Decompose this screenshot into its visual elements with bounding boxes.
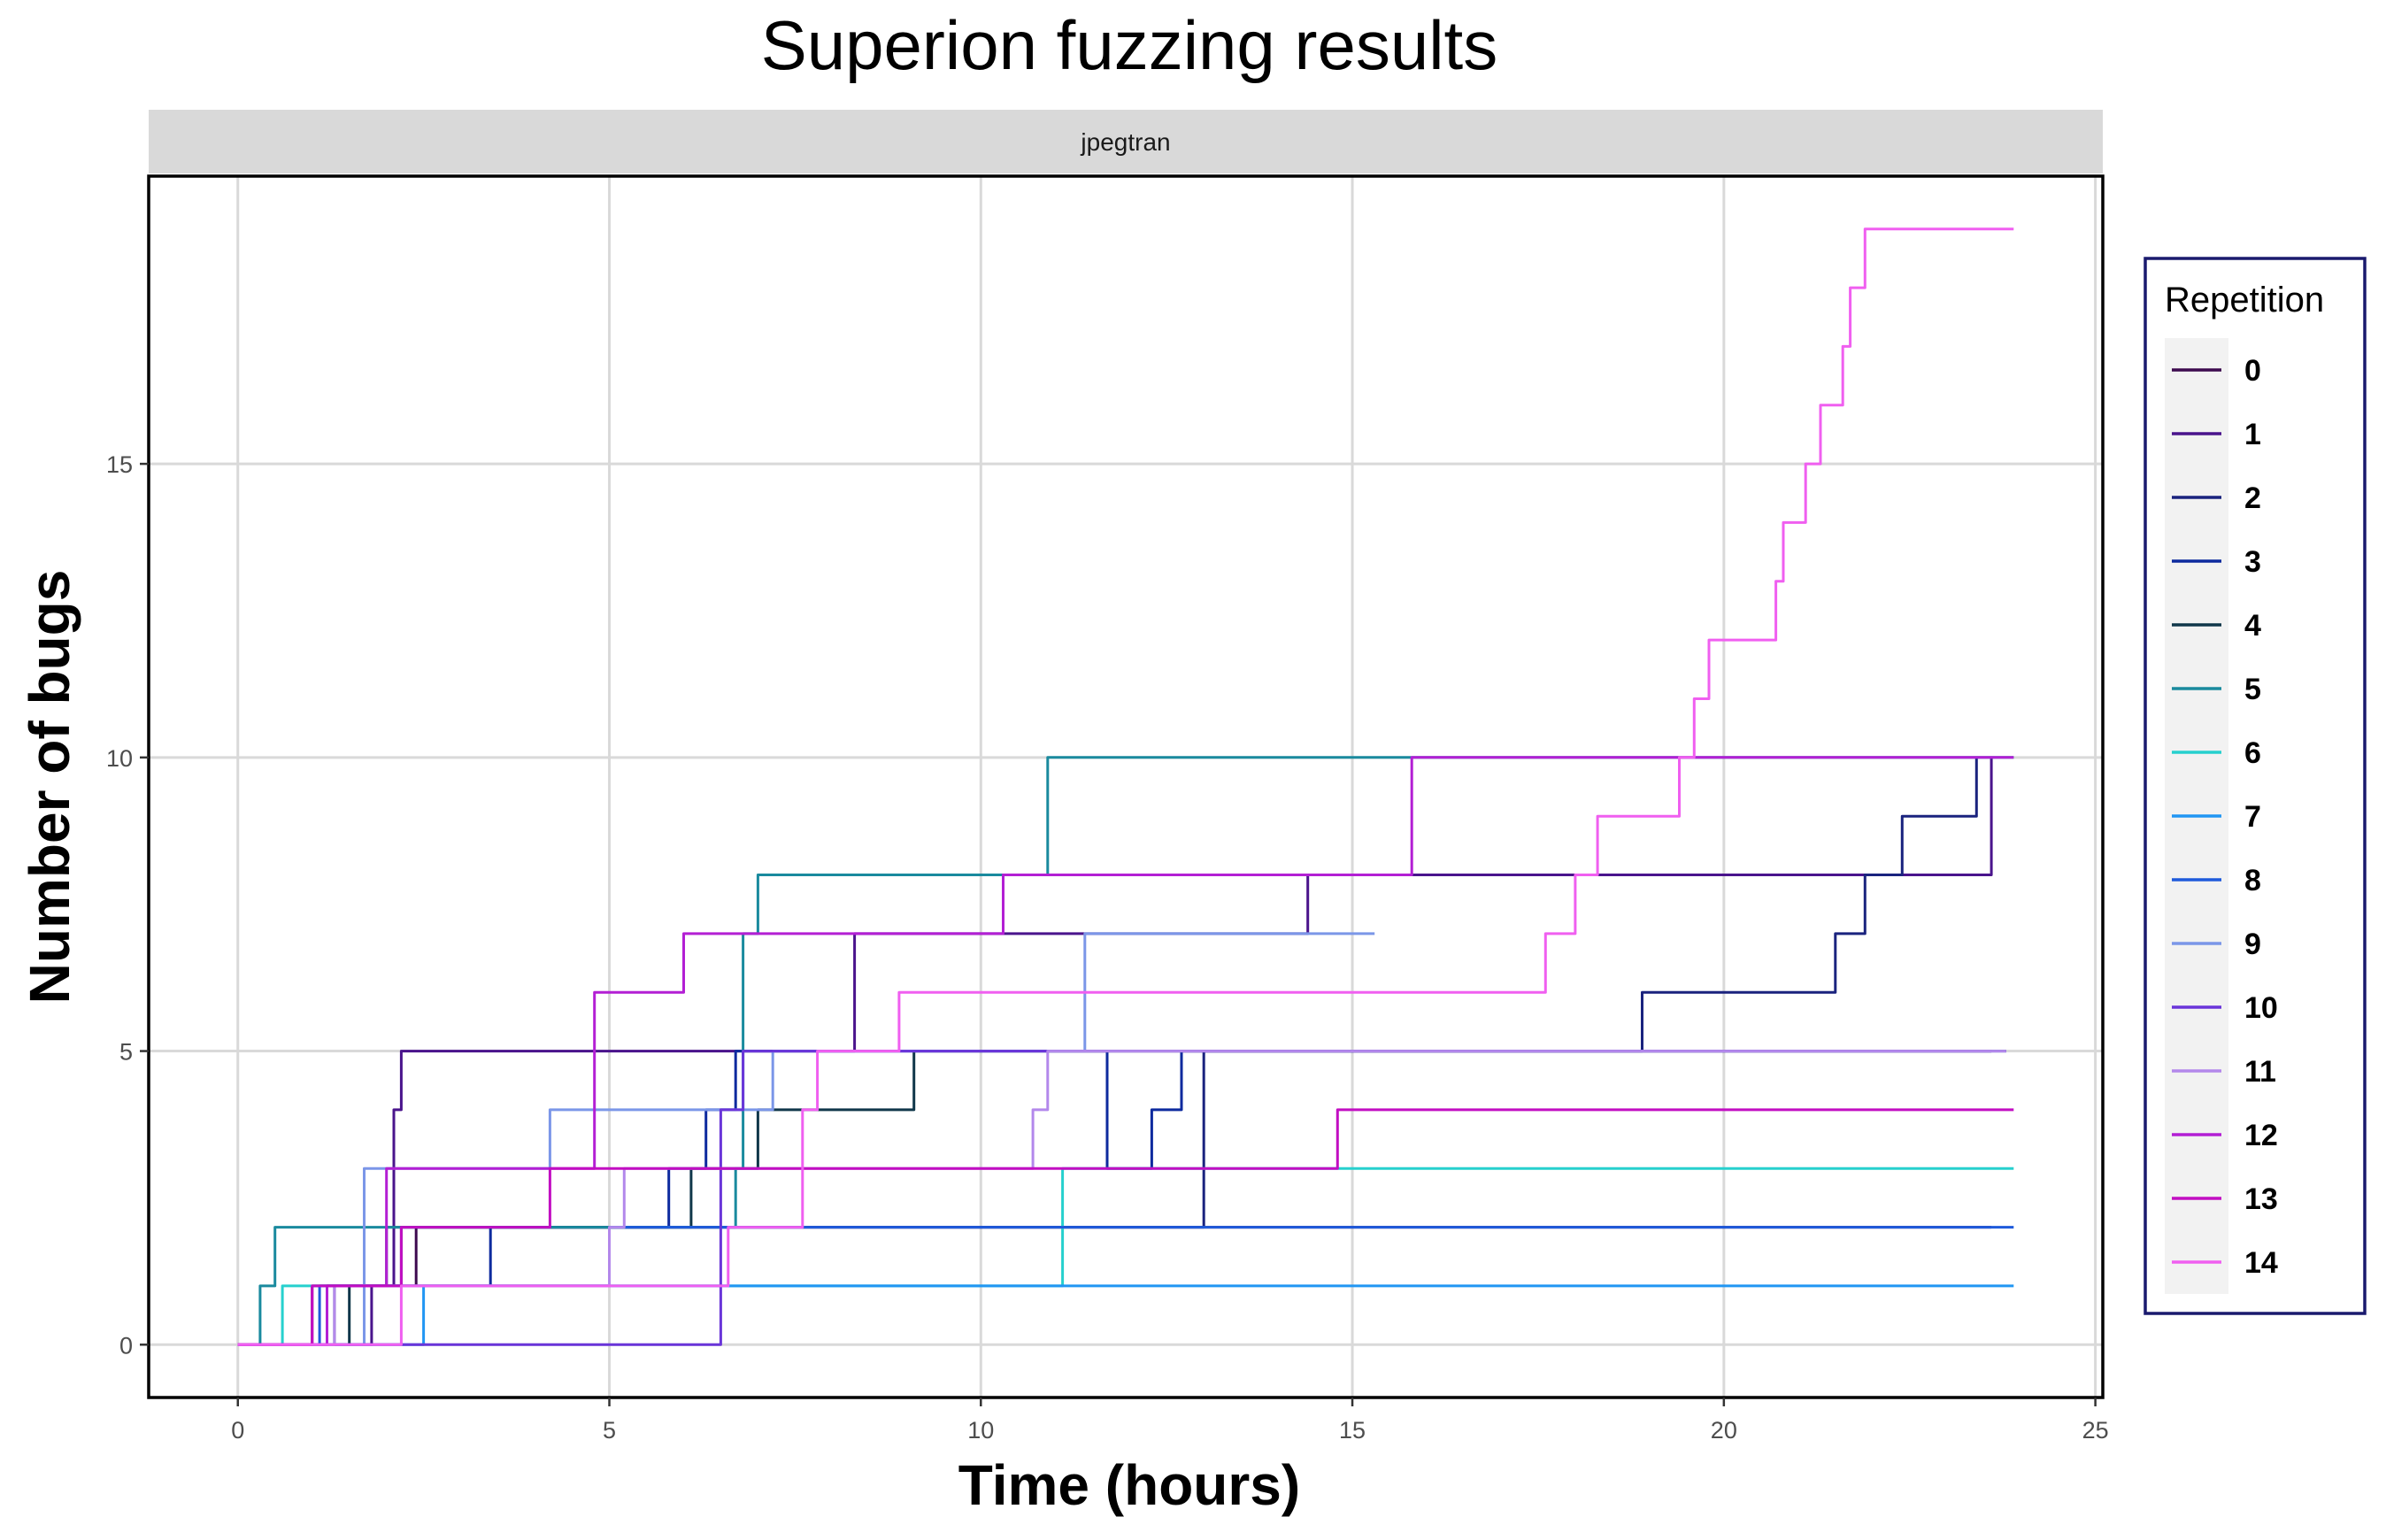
legend-label-13: 13: [2244, 1182, 2278, 1216]
y-tick-label: 15: [106, 451, 133, 478]
x-tick-label: 5: [603, 1417, 616, 1444]
legend-label-4: 4: [2244, 609, 2261, 643]
legend-label-3: 3: [2244, 545, 2261, 579]
x-tick-label: 20: [1711, 1417, 1737, 1444]
legend-label-7: 7: [2244, 800, 2261, 834]
facet-strip: jpegtran: [149, 110, 2103, 173]
gridlines: [149, 176, 2103, 1398]
legend-label-1: 1: [2244, 418, 2261, 451]
y-tick-label: 5: [119, 1039, 133, 1066]
series-line-10: [237, 1050, 1992, 1346]
legend-label-2: 2: [2244, 481, 2261, 515]
legend-label-14: 14: [2244, 1246, 2278, 1280]
y-axis-title: Number of bugs: [18, 570, 81, 1005]
chart-title: Superion fuzzing results: [761, 6, 1497, 84]
x-axis: 0 5 10 15 20 25: [231, 1398, 2109, 1444]
x-axis-title: Time (hours): [958, 1453, 1300, 1517]
plot-background: [149, 176, 2103, 1398]
x-tick-label: 10: [967, 1417, 994, 1444]
series-lines: [237, 227, 2014, 1346]
facet-strip-label: jpegtran: [1080, 128, 1170, 156]
series-line-4: [237, 1050, 1992, 1346]
series-line-9: [237, 932, 1375, 1346]
legend-label-11: 11: [2244, 1055, 2276, 1089]
legend-label-12: 12: [2244, 1119, 2278, 1152]
legend-title: Repetition: [2165, 281, 2324, 320]
legend-label-10: 10: [2244, 991, 2278, 1025]
legend-label-9: 9: [2244, 928, 2261, 961]
x-tick-label: 15: [1339, 1417, 1366, 1444]
legend-label-0: 0: [2244, 354, 2261, 388]
legend-label-8: 8: [2244, 864, 2261, 897]
y-tick-label: 10: [106, 745, 133, 772]
x-tick-label: 25: [2082, 1417, 2109, 1444]
x-tick-label: 0: [231, 1417, 244, 1444]
series-line-14: [237, 227, 2014, 1346]
plot-panel-border: [147, 174, 2105, 1399]
legend-label-5: 5: [2244, 673, 2261, 706]
series-line-13: [237, 1108, 2014, 1346]
legend-label-6: 6: [2244, 736, 2261, 770]
y-axis: 0 5 10 15: [106, 451, 149, 1359]
y-tick-label: 0: [119, 1332, 133, 1359]
